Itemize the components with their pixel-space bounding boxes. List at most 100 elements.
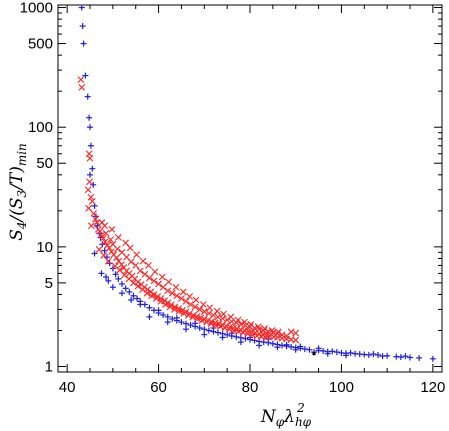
x-marker [186,293,194,300]
x-marker [168,289,176,297]
plus-marker [315,345,322,352]
plus-marker [292,346,299,353]
x-marker [261,325,269,332]
plus-marker [112,271,119,278]
x-marker [292,329,300,337]
x-marker [216,323,224,330]
x-marker [132,262,140,269]
x-marker [220,310,227,318]
x-marker [101,222,109,230]
x-marker [104,257,112,265]
x-axis-label: Nφλhφ2 [260,401,312,429]
x-marker [85,204,93,212]
x-tick-label: 100 [329,379,354,396]
x-marker [172,283,180,291]
x-tick-label: 120 [420,379,445,396]
plus-marker [164,319,171,326]
x-marker [206,304,214,312]
plus-marker [224,331,231,338]
plus-marker [297,343,304,350]
x-marker [211,319,219,327]
x-marker [98,231,105,239]
plus-marker [233,333,240,340]
x-marker [126,244,134,252]
x-marker [145,262,152,269]
x-marker [165,278,173,286]
plus-marker [407,354,413,361]
x-marker [292,336,300,344]
plus-marker [283,341,290,348]
plus-marker [78,4,85,11]
x-marker [247,320,255,328]
y-label-sub3: 3 [15,189,29,197]
y-label-mid: /(S [7,197,27,223]
x-marker [95,246,103,253]
x-marker [207,320,215,328]
y-label-s4: S [7,229,27,241]
x-marker [175,307,183,315]
plus-marker [324,350,331,357]
x-tick-label: 80 [242,379,259,396]
plus-marker [256,342,263,349]
x-marker [182,298,190,305]
x-marker [88,197,96,205]
y-tick-label: 500 [28,36,53,53]
plus-marker [183,326,189,333]
plus-marker [80,40,87,47]
plus-marker [178,319,185,326]
plus-marker [126,288,133,295]
plus-marker [237,339,244,346]
x-label-sub1: φ [276,415,285,429]
plot-frame [57,4,443,373]
plus-marker [173,314,180,321]
plus-marker [187,322,194,329]
plus-marker [119,290,125,297]
plus-marker [79,23,86,30]
plus-marker [122,285,129,292]
plus-marker [329,348,336,355]
x-marker [141,270,149,278]
x-marker [268,327,276,334]
x-marker [192,296,200,304]
x-marker [173,292,181,300]
plus-marker [375,351,381,358]
plus-marker [91,250,98,257]
plus-marker [137,301,144,308]
x-marker [199,301,207,308]
x-marker [150,277,158,285]
plus-marker [416,354,423,361]
x-marker [180,309,188,317]
plus-marker [82,72,89,79]
y-axis-label: S4/(S3/T)min [7,143,29,241]
x-marker [221,324,229,332]
plus-marker [288,343,295,350]
y-label-sub4: 4 [15,222,29,231]
plus-marker [119,280,125,287]
x-marker [87,222,95,230]
x-marker [139,286,146,293]
x-marker [78,84,86,91]
x-label-sup: 2 [296,401,305,415]
plus-marker [87,171,93,178]
y-tick-label: 1000 [20,0,53,17]
x-marker [100,251,108,259]
plus-marker [201,326,208,333]
plus-marker [84,93,91,100]
x-label-sub2: hφ [295,415,312,429]
plus-marker [269,340,276,347]
x-marker [148,292,156,300]
plus-marker [205,327,212,334]
x-marker [115,257,123,265]
x-marker [254,323,262,331]
plus-marker [134,295,141,302]
plus-marker [279,342,285,349]
plus-marker [429,355,436,362]
x-marker [274,328,282,336]
x-marker [205,309,213,317]
x-marker [86,178,93,186]
plus-marker [356,351,363,358]
x-marker [227,313,235,321]
plus-marker [201,331,208,338]
plus-marker [301,346,308,353]
